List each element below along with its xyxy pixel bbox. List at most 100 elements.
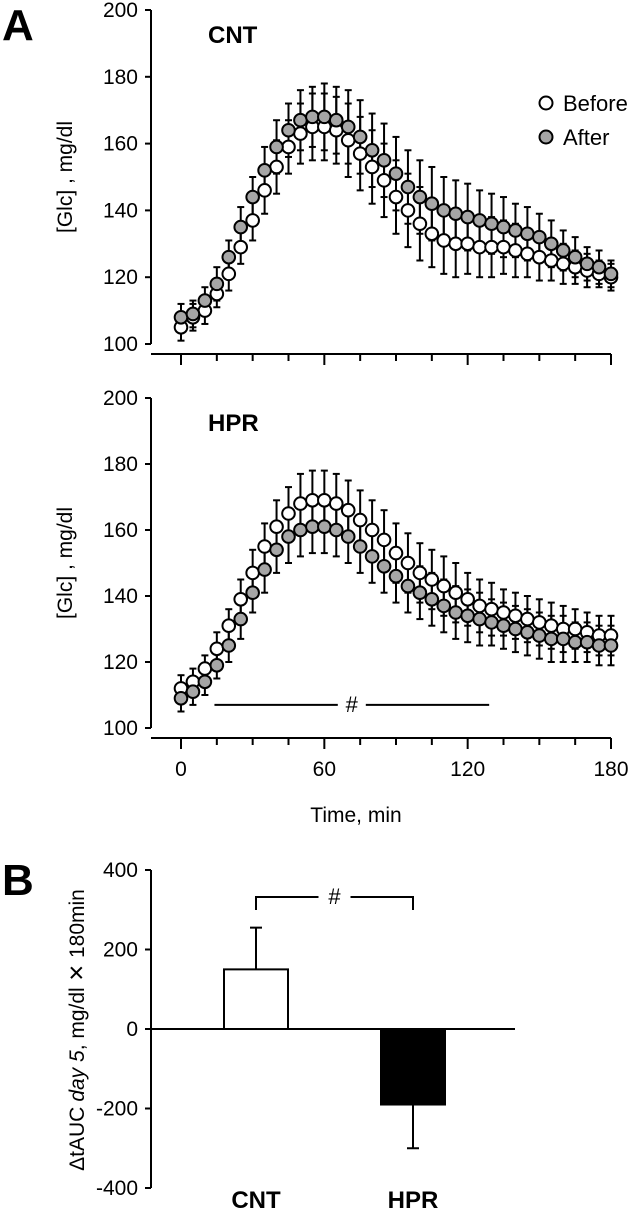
cnt-before-point <box>472 239 487 255</box>
hpr-after-point <box>400 578 416 594</box>
hpr-after-point <box>543 631 559 647</box>
cnt-before-point <box>412 216 428 232</box>
hpr-before-point <box>364 522 380 538</box>
auc-y-tick-label: -400 <box>96 1177 138 1200</box>
hpr-after-point <box>424 592 440 607</box>
legend-before-marker <box>538 95 554 111</box>
cnt-after-point <box>460 209 475 225</box>
cnt-before-point <box>496 239 511 255</box>
cnt-before-point <box>340 132 356 148</box>
legend-after-label: After <box>563 125 609 150</box>
cnt-before-point <box>543 253 559 268</box>
hpr-y-tick-label: 180 <box>103 453 138 476</box>
hpr-before-point <box>305 493 320 508</box>
hpr-x-tick-label: 120 <box>450 758 485 781</box>
hpr-before-point <box>352 512 368 528</box>
hpr-before-point <box>317 493 332 508</box>
chart-hpr-points <box>173 493 619 706</box>
cnt-before-point <box>388 189 404 205</box>
hpr-after-point <box>185 684 201 700</box>
cnt-after-point <box>520 226 535 242</box>
cnt-after-point <box>376 153 392 168</box>
cnt-before-point <box>257 183 272 198</box>
hpr-after-point <box>269 542 284 558</box>
cnt-after-point <box>424 196 440 212</box>
hpr-before-point <box>388 545 404 561</box>
cnt-y-tick-label: 160 <box>103 133 138 156</box>
hpr-before-point <box>543 618 559 634</box>
hpr-after-point <box>364 549 380 564</box>
cnt-after-point <box>305 109 320 125</box>
chart-cnt-title: CNT <box>208 22 258 49</box>
cnt-after-point <box>603 266 619 282</box>
hpr-before-point <box>340 502 356 518</box>
auc-category-label-cnt: CNT <box>231 1187 281 1214</box>
hpr-before-point <box>472 598 487 614</box>
cnt-before-point <box>281 139 296 155</box>
hpr-after-point <box>221 638 237 653</box>
cnt-y-tick-label: 180 <box>103 66 138 89</box>
hpr-after-point <box>257 562 272 577</box>
cnt-after-point <box>245 189 260 205</box>
hpr-before-point <box>257 539 272 554</box>
cnt-after-point <box>257 163 272 178</box>
hpr-x-tick-label: 60 <box>313 758 336 781</box>
hpr-after-point <box>412 585 428 601</box>
hpr-after-point <box>197 674 213 690</box>
hpr-after-point <box>532 628 547 643</box>
auc-bracket-left <box>255 896 319 910</box>
hpr-before-point <box>376 532 392 548</box>
auc-bracket-right <box>350 896 414 910</box>
chart-auc-axes: -400 -200 0 200 400 <box>96 859 515 1200</box>
cnt-after-point <box>579 256 595 272</box>
chart-hpr-time-course: 100 120 140 160 180 200 0 60 120 180 HPR [Glc] , … <box>54 387 629 827</box>
chart-hpr-title: HPR <box>208 410 259 437</box>
cnt-before-point <box>376 173 392 188</box>
chart-cnt-legend: Before After <box>538 91 628 150</box>
hpr-after-point <box>460 608 475 624</box>
cnt-after-point <box>185 306 201 322</box>
auc-ylabel-suffix: , mg/dl ✕ 180min <box>66 889 89 1050</box>
cnt-after-point <box>567 249 583 265</box>
cnt-after-point <box>484 216 499 232</box>
hpr-before-point <box>448 585 464 601</box>
hpr-before-point <box>221 618 237 634</box>
cnt-y-tick-label: 120 <box>103 266 138 289</box>
hpr-before-point <box>293 496 308 511</box>
hpr-after-point <box>436 598 452 614</box>
cnt-after-point <box>496 219 511 235</box>
hpr-after-point <box>340 529 356 544</box>
cnt-after-point <box>543 236 559 252</box>
hpr-before-point <box>400 555 416 571</box>
cnt-before-point <box>269 159 284 175</box>
cnt-before-point <box>532 249 547 265</box>
cnt-before-point <box>352 146 368 161</box>
cnt-after-point <box>508 223 523 238</box>
cnt-after-point <box>317 109 332 125</box>
cnt-before-point <box>245 213 260 228</box>
cnt-after-point <box>328 112 344 128</box>
chart-cnt-time-course: 100 120 140 160 180 200 CNT [Glc] , mg/dl Bef… <box>54 0 628 365</box>
auc-y-tick-label: 400 <box>103 859 138 882</box>
chart-cnt-points <box>173 109 619 335</box>
hpr-y-tick-label: 100 <box>103 717 138 740</box>
significance-mark: # <box>346 692 359 717</box>
hpr-after-point <box>555 631 571 647</box>
legend-before-label: Before <box>563 91 628 116</box>
cnt-y-tick-label: 100 <box>103 333 138 356</box>
hpr-after-point <box>245 585 260 601</box>
hpr-x-tick-label: 0 <box>175 758 187 781</box>
hpr-before-point <box>484 601 499 617</box>
cnt-before-point <box>233 239 249 255</box>
cnt-before-point <box>436 233 452 248</box>
cnt-after-point <box>555 243 571 258</box>
hpr-before-point <box>281 506 296 521</box>
hpr-after-point <box>591 638 607 653</box>
hpr-after-point <box>496 618 511 634</box>
hpr-before-point <box>532 615 547 630</box>
auc-category-label-hpr: HPR <box>388 1187 439 1214</box>
hpr-after-point <box>209 658 225 673</box>
cnt-before-point <box>424 226 440 242</box>
hpr-after-point <box>484 615 499 630</box>
cnt-after-point <box>197 293 213 308</box>
